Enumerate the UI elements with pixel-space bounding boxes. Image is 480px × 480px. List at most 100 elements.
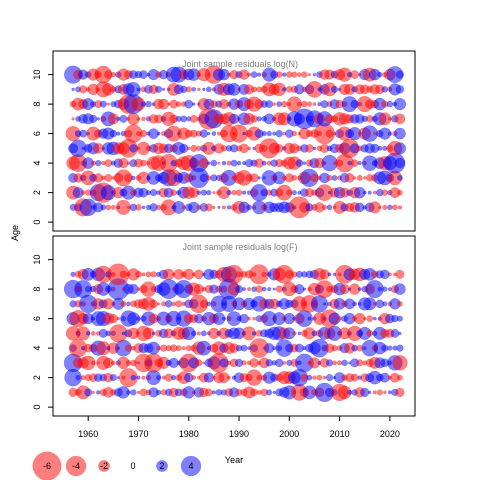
residual-bubble <box>211 390 217 395</box>
y-tick-label: 4 <box>32 161 42 166</box>
residual-bubble <box>89 114 98 123</box>
legend-bubble <box>156 460 168 472</box>
residual-bubble <box>242 131 246 136</box>
residual-bubble <box>357 161 362 166</box>
x-tick-label: 2000 <box>279 429 299 439</box>
residual-bubble <box>378 205 382 209</box>
residual-bubble <box>199 299 208 308</box>
residual-bubble <box>71 87 75 92</box>
residual-bubble <box>261 160 267 166</box>
y-tick-label: 6 <box>32 316 42 321</box>
residual-bubble <box>131 175 136 181</box>
residual-bubble <box>362 176 367 180</box>
residual-bubble <box>156 375 162 381</box>
residual-bubble <box>386 100 394 108</box>
panel-bottom-y-axis: 0 2 4 6 8 10 <box>32 255 54 410</box>
residual-bubble <box>135 270 142 278</box>
residual-bubble <box>191 375 197 381</box>
residual-bubble <box>187 146 191 151</box>
residual-bubble <box>106 102 110 106</box>
residual-bubble <box>356 359 364 367</box>
residual-bubble <box>360 387 370 398</box>
residual-bubble <box>99 100 107 108</box>
residual-bubble <box>246 72 252 77</box>
legend-label: 0 <box>130 461 135 471</box>
residual-bubble <box>156 345 161 351</box>
residual-bubble <box>210 159 218 167</box>
residual-bubble <box>91 390 95 395</box>
y-axis-label: Age <box>10 225 20 241</box>
legend-label: -4 <box>72 461 80 471</box>
residual-bubble <box>372 190 377 195</box>
residual-bubble <box>110 204 116 210</box>
residual-bubble <box>286 189 293 196</box>
residual-bubble <box>130 374 137 381</box>
residual-bubble <box>331 174 338 181</box>
residual-bubble <box>367 190 372 195</box>
residual-bubble <box>381 86 389 93</box>
residual-bubble <box>145 100 152 108</box>
residual-bubble <box>312 72 317 77</box>
residual-bubble <box>196 331 201 336</box>
residual-bubble <box>336 360 343 366</box>
residual-bubble <box>266 130 272 137</box>
residual-bubble <box>387 131 393 136</box>
residual-bubble <box>195 359 203 367</box>
residual-bubble <box>396 344 404 352</box>
residual-bubble <box>109 129 118 138</box>
residual-bubble <box>306 101 313 107</box>
panel-bottom-bubbles <box>63 263 408 403</box>
residual-bubble <box>325 374 334 382</box>
residual-bubble <box>129 144 138 153</box>
residual-bubble <box>119 114 128 123</box>
residual-bubble <box>247 287 252 292</box>
residual-bubble <box>395 269 405 279</box>
residual-bubble <box>291 175 298 181</box>
residual-bubble <box>226 205 232 210</box>
residual-bubble <box>372 131 377 136</box>
panel-bottom: Joint sample residuals log(F) 0 2 4 6 8 10 <box>32 235 416 417</box>
residual-bubble <box>157 302 161 306</box>
residual-bubble <box>241 190 247 195</box>
residual-bubble <box>397 205 403 210</box>
residual-bubble <box>295 159 304 167</box>
residual-bubble <box>181 345 186 351</box>
residual-bubble <box>212 191 216 195</box>
residual-bubble <box>171 374 177 381</box>
residual-bubble <box>272 102 277 106</box>
legend-bubble <box>65 455 87 477</box>
x-axis: 1960 1970 1980 1990 2000 2010 2020 <box>78 415 400 439</box>
residual-bubble <box>261 130 267 137</box>
residual-bubble <box>292 331 297 336</box>
residual-bubble <box>199 129 209 138</box>
panel-top-y-axis: 0 2 4 6 8 10 <box>32 70 54 225</box>
y-tick-label: 4 <box>32 346 42 351</box>
residual-bubble <box>265 100 274 109</box>
residual-bubble <box>382 204 388 210</box>
residual-bubble <box>100 204 107 211</box>
residual-bubble <box>155 85 163 93</box>
residual-bubble <box>80 190 86 196</box>
residual-bubble <box>310 173 319 183</box>
residual-bubble <box>116 316 121 321</box>
residual-bubble <box>90 360 96 366</box>
residual-bubble <box>382 286 388 292</box>
residual-bubble <box>175 345 182 352</box>
residual-bubble <box>347 389 353 395</box>
residual-bubble <box>126 81 141 97</box>
y-tick-label: 6 <box>32 131 42 136</box>
residual-bubble <box>217 205 221 209</box>
residual-bubble <box>252 316 257 321</box>
residual-bubble <box>141 205 146 210</box>
residual-bubble <box>307 316 312 321</box>
residual-bubble <box>207 161 211 165</box>
residual-bubble <box>120 300 127 307</box>
residual-bubble <box>180 115 188 123</box>
residual-bubble <box>150 271 157 278</box>
residual-bubble <box>261 286 267 292</box>
residual-bubble <box>71 117 75 121</box>
residual-bubble <box>272 287 276 291</box>
panel-top-bubbles <box>64 65 407 219</box>
residual-bubble <box>387 116 392 121</box>
